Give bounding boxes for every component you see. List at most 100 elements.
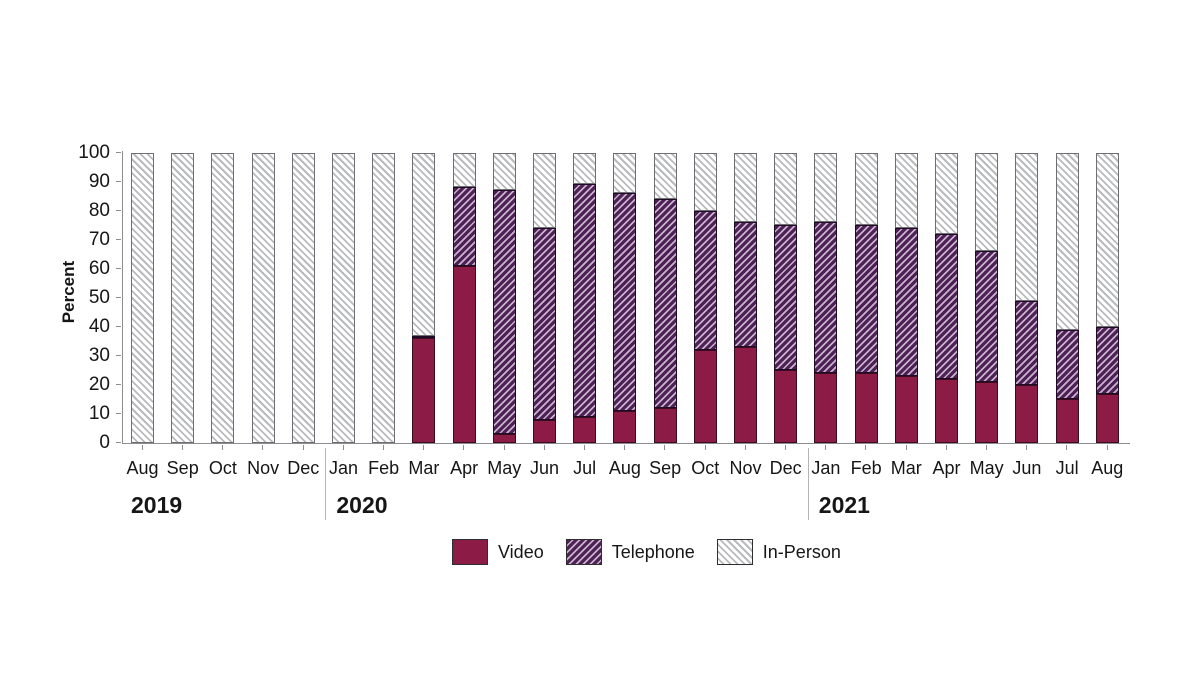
x-axis-tick	[704, 444, 706, 450]
in-person-swatch-icon	[716, 539, 753, 565]
x-axis-tick	[342, 444, 344, 450]
bar-aug-telephone	[613, 193, 637, 412]
x-axis-tick	[744, 444, 746, 450]
y-axis-tick-label: 50	[88, 286, 110, 308]
bar-apr-in-person	[452, 152, 476, 188]
bar-may-video	[975, 381, 999, 443]
bar-mar-telephone	[894, 228, 918, 377]
x-axis-month-label: Dec	[287, 458, 320, 478]
bar-feb-in-person	[854, 152, 878, 226]
x-axis-tick	[382, 444, 384, 450]
bar-oct-video	[693, 350, 717, 443]
y-axis-tick-label: 90	[88, 170, 110, 192]
x-axis-month-label: Jul	[573, 458, 597, 478]
bar-jan-telephone	[814, 222, 838, 374]
x-axis-month-label: Oct	[691, 458, 720, 478]
bar-jul-video	[1055, 399, 1079, 443]
y-axis-tick-label: 60	[88, 257, 110, 279]
y-axis-tick	[116, 442, 121, 444]
x-axis-tick	[985, 444, 987, 450]
bar-mar-in-person	[412, 152, 436, 336]
x-axis-month-label: Feb	[368, 458, 400, 478]
bar-aug-telephone	[1095, 326, 1119, 394]
legend-item-in-person: In-Person	[716, 539, 841, 565]
y-axis-tick	[116, 296, 121, 298]
bar-jul-telephone	[1055, 329, 1079, 400]
year-label: 2021	[818, 492, 870, 518]
y-axis-tick-label: 20	[88, 373, 110, 395]
bar-jun-telephone	[533, 228, 556, 420]
x-axis-tick	[543, 444, 545, 450]
x-axis-month-label: Aug	[1091, 458, 1124, 478]
x-axis-month-label: Nov	[729, 458, 762, 478]
x-axis-month-label: Jul	[1055, 458, 1079, 478]
x-axis-tick	[664, 444, 666, 450]
x-axis-month-label: May	[969, 458, 1004, 478]
x-axis-tick	[463, 444, 465, 450]
x-axis-month-label: May	[487, 458, 522, 478]
y-axis-tick-label: 100	[78, 141, 110, 163]
bar-jul-telephone	[573, 184, 597, 417]
x-axis-tick	[865, 444, 867, 450]
x-axis-month-label: Sep	[649, 458, 682, 478]
bar-feb-telephone	[854, 225, 878, 374]
x-axis-month-label: Mar	[890, 458, 922, 478]
telephone-swatch-icon	[565, 539, 602, 565]
y-axis-tick	[116, 384, 121, 386]
y-axis-tick	[116, 238, 121, 240]
y-axis-tick	[116, 355, 121, 357]
bar-apr-in-person	[935, 152, 958, 234]
year-label: 2019	[131, 492, 183, 518]
bar-jun-video	[1015, 384, 1039, 443]
legend-label-telephone: Telephone	[611, 541, 695, 562]
x-axis-tick	[141, 444, 143, 450]
x-axis-tick	[1066, 444, 1068, 450]
year-separator	[325, 448, 327, 520]
bar-mar-video	[894, 376, 918, 443]
legend-item-video: Video	[452, 539, 544, 565]
bar-apr-video	[935, 379, 958, 443]
bar-apr-video	[452, 265, 476, 443]
x-axis-tick	[825, 444, 827, 450]
bar-aug-video	[613, 411, 637, 443]
bar-may-in-person	[975, 152, 999, 252]
bar-may-in-person	[492, 152, 516, 191]
y-axis-tick-label: 80	[88, 199, 110, 221]
bar-apr-telephone	[452, 187, 476, 266]
x-axis-month-label: Aug	[126, 458, 159, 478]
bar-feb-in-person	[372, 152, 396, 443]
y-axis-tick	[116, 326, 121, 327]
bar-aug-in-person	[1095, 152, 1119, 327]
bar-jul-in-person	[1055, 152, 1079, 330]
bar-dec-in-person	[291, 152, 315, 443]
year-separator	[807, 448, 809, 520]
y-axis-tick	[116, 267, 121, 269]
y-axis-line	[122, 151, 123, 443]
x-axis-month-label: Nov	[247, 458, 280, 478]
bar-aug-video	[1095, 393, 1119, 443]
legend: Video Telephone In-Person	[452, 539, 841, 565]
bar-oct-in-person	[211, 152, 235, 443]
legend-item-telephone: Telephone	[565, 539, 695, 565]
bar-nov-telephone	[734, 222, 757, 348]
y-axis-tick-label: 40	[88, 315, 110, 337]
bar-dec-in-person	[774, 152, 798, 226]
bar-sep-video	[653, 408, 677, 443]
y-axis-tick-label: 10	[88, 402, 110, 424]
bar-oct-telephone	[693, 210, 717, 351]
bar-dec-telephone	[774, 225, 798, 371]
x-axis-tick	[262, 444, 264, 450]
video-swatch-icon	[452, 539, 488, 565]
x-axis-month-label: Jun	[529, 458, 560, 478]
x-axis-tick	[1026, 444, 1028, 450]
bar-jul-in-person	[573, 152, 597, 185]
bar-nov-in-person	[251, 152, 275, 443]
x-axis-month-label: Aug	[608, 458, 641, 478]
bar-jul-video	[573, 416, 597, 443]
bar-feb-video	[854, 373, 878, 443]
y-axis-tick	[116, 209, 121, 211]
y-axis-tick-label: 30	[88, 344, 110, 366]
bar-mar-in-person	[894, 152, 918, 229]
legend-label-video: Video	[498, 541, 544, 562]
